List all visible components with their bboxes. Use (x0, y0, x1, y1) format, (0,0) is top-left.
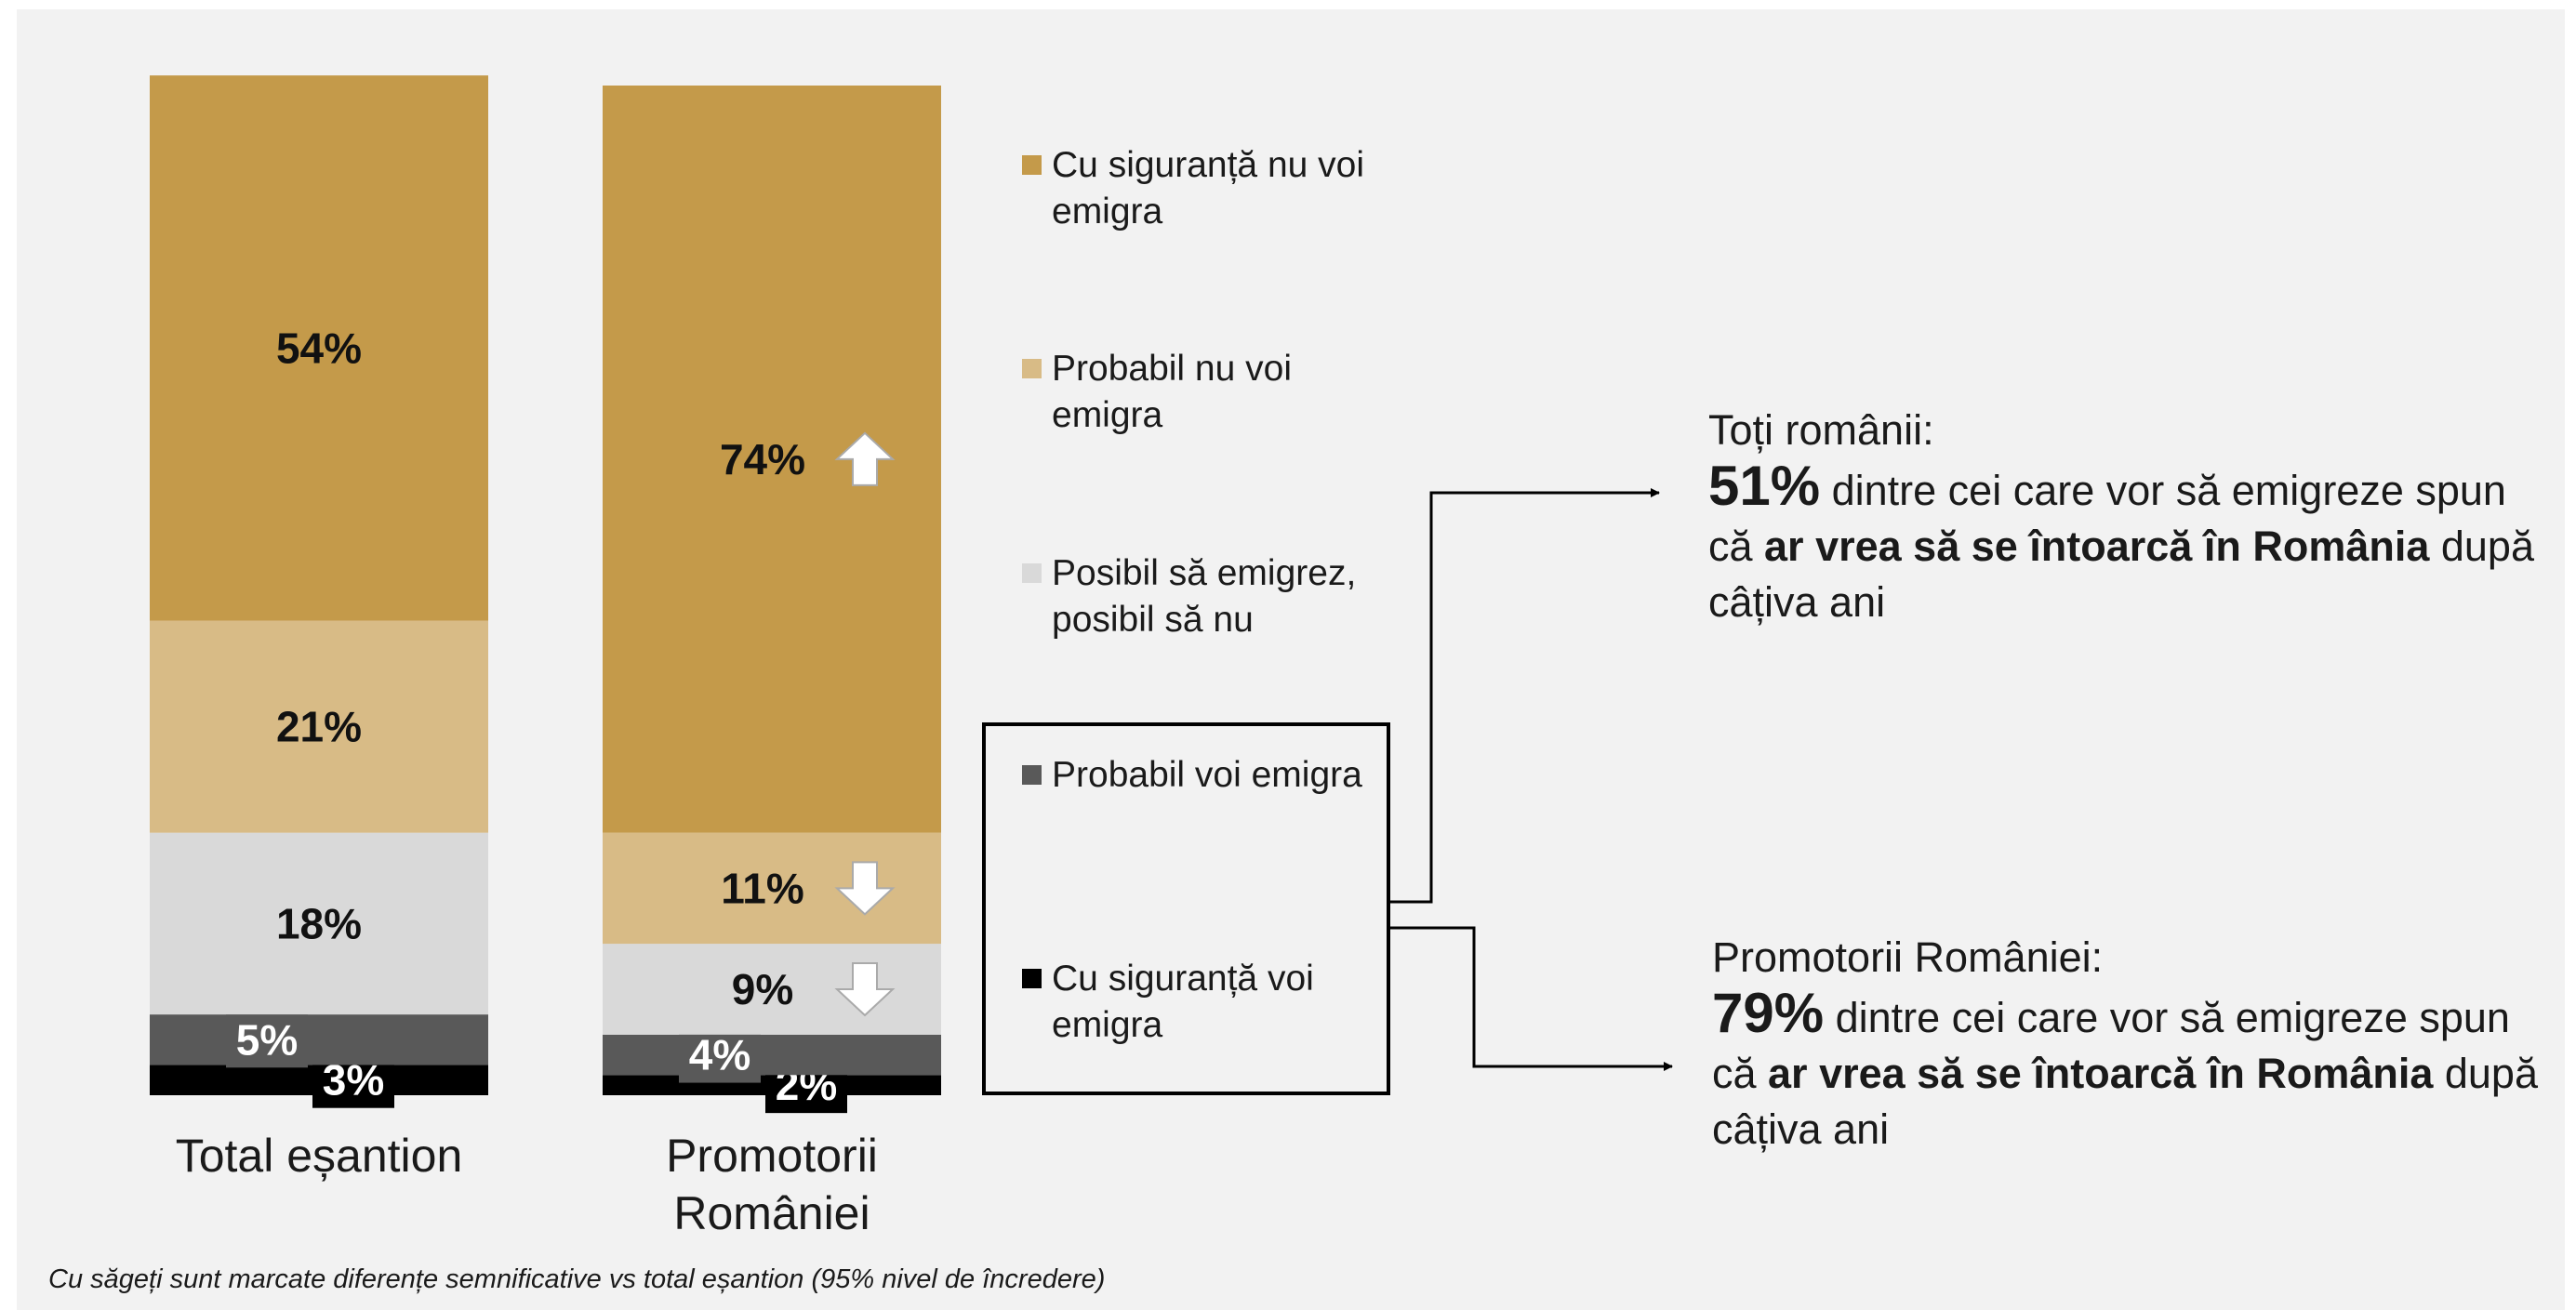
data-label: 4% (689, 1031, 750, 1079)
callout-text: 51% (1708, 455, 1821, 517)
significance-arrow (834, 961, 896, 1017)
callout-text: după câțiva ani (1708, 523, 2534, 626)
footnote: Cu săgeți sunt marcate diferențe semnifi… (48, 1264, 1106, 1294)
callout-heading: Promotorii României: (1712, 933, 2104, 981)
callout-text: dintre cei care vor să emigreze spun că (1708, 467, 2506, 570)
bar-segment (150, 1014, 488, 1065)
callout-text: ar vrea să se întoarcă în România (1764, 523, 2430, 570)
connector (1390, 488, 1660, 904)
connector (1390, 926, 1673, 1071)
significance-arrow (834, 861, 896, 916)
legend-swatch (1022, 155, 1042, 175)
callout-text: ar vrea să se întoarcă în România (1768, 1050, 2434, 1097)
bar-segment (150, 620, 488, 833)
callout-body: 51% dintre cei care vor să emigreze spun… (1708, 458, 2545, 630)
data-label: 18% (276, 899, 362, 947)
label-tab (226, 1006, 308, 1068)
data-label: 9% (732, 965, 793, 1013)
callout-text: 79% (1712, 982, 1825, 1044)
callout: Promotorii României: 79% dintre cei care … (1712, 930, 2549, 1158)
legend-label: Probabil nu voi emigra (1052, 349, 1292, 435)
data-label: 74% (720, 435, 805, 483)
significance-arrow (834, 431, 896, 486)
callout-body: 79% dintre cei care vor să emigreze spun… (1712, 986, 2549, 1158)
highlight-box (982, 722, 1390, 1095)
bar-segment (603, 1034, 941, 1076)
data-label: 54% (276, 324, 362, 372)
callout: Toți românii: 51% dintre cei care vor să … (1708, 403, 2545, 630)
legend-swatch (1022, 765, 1042, 785)
legend-swatch (1022, 563, 1042, 583)
legend-label: Probabil voi emigra (1052, 755, 1362, 795)
callout-text: dintre cei care vor să emigreze spun că (1712, 994, 2510, 1097)
category-label: Total eșantion (175, 1130, 463, 1182)
callout-heading: Toți românii: (1708, 406, 1934, 454)
legend-label: Posibil să emigrez, posibil să nu (1052, 553, 1357, 640)
bar-segment (150, 832, 488, 1015)
data-label: 5% (236, 1015, 298, 1064)
callout-text: după câțiva ani (1712, 1050, 2538, 1153)
category-label: Promotorii României (666, 1130, 878, 1239)
legend-swatch (1022, 359, 1042, 378)
bar-segment (150, 75, 488, 621)
data-label: 21% (276, 703, 362, 751)
legend-label: Cu siguranță nu voi emigra (1052, 145, 1365, 232)
legend-swatch (1022, 969, 1042, 988)
data-label: 11% (721, 864, 804, 912)
legend-label: Cu siguranță voi emigra (1052, 959, 1314, 1045)
